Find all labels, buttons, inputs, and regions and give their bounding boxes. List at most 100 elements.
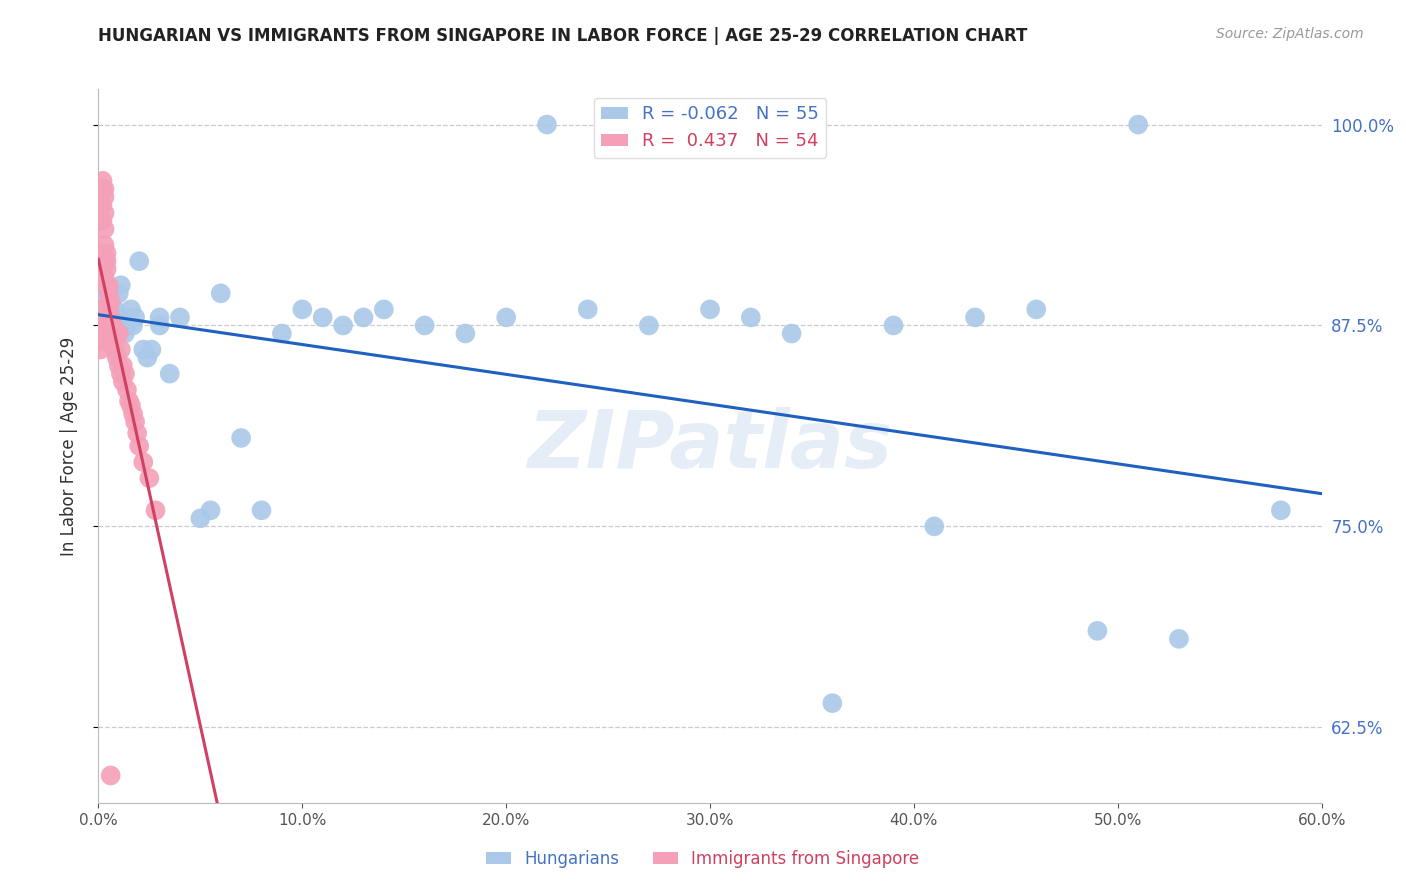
- Point: [332, 318, 354, 333]
- Point: [922, 519, 945, 533]
- Point: [91, 246, 114, 260]
- Point: [111, 375, 134, 389]
- Text: Source: ZipAtlas.com: Source: ZipAtlas.com: [1216, 27, 1364, 41]
- Point: [138, 471, 160, 485]
- Point: [120, 399, 142, 413]
- Point: [114, 367, 136, 381]
- Point: [93, 182, 115, 196]
- Point: [291, 302, 314, 317]
- Point: [100, 294, 122, 309]
- Point: [149, 310, 172, 325]
- Point: [105, 318, 128, 333]
- Point: [104, 302, 127, 317]
- Point: [89, 310, 111, 325]
- Point: [110, 343, 132, 357]
- Point: [89, 302, 111, 317]
- Point: [740, 310, 762, 325]
- Point: [312, 310, 335, 325]
- Point: [118, 310, 141, 325]
- Point: [104, 343, 127, 357]
- Point: [100, 318, 122, 333]
- Point: [127, 426, 149, 441]
- Point: [97, 286, 120, 301]
- Point: [169, 310, 191, 325]
- Point: [115, 318, 138, 333]
- Point: [132, 343, 155, 357]
- Point: [89, 334, 111, 349]
- Point: [495, 310, 517, 325]
- Point: [100, 318, 122, 333]
- Point: [97, 286, 120, 301]
- Point: [149, 318, 172, 333]
- Point: [132, 455, 155, 469]
- Point: [104, 326, 127, 341]
- Point: [124, 415, 146, 429]
- Point: [128, 439, 150, 453]
- Point: [250, 503, 273, 517]
- Point: [122, 318, 145, 333]
- Point: [93, 294, 115, 309]
- Point: [780, 326, 803, 341]
- Point: [188, 511, 212, 525]
- Point: [1025, 302, 1047, 317]
- Point: [91, 214, 114, 228]
- Point: [270, 326, 294, 341]
- Point: [638, 318, 661, 333]
- Point: [1128, 118, 1150, 132]
- Point: [96, 310, 118, 325]
- Point: [101, 326, 124, 341]
- Point: [141, 343, 163, 357]
- Point: [124, 310, 146, 325]
- Point: [111, 310, 134, 325]
- Point: [576, 302, 599, 317]
- Point: [209, 286, 232, 301]
- Point: [91, 182, 114, 196]
- Point: [454, 326, 477, 341]
- Point: [122, 407, 145, 421]
- Point: [108, 286, 131, 301]
- Point: [100, 310, 122, 325]
- Legend: R = -0.062   N = 55, R =  0.437   N = 54: R = -0.062 N = 55, R = 0.437 N = 54: [593, 98, 827, 158]
- Point: [821, 696, 844, 710]
- Point: [1209, 832, 1232, 847]
- Point: [110, 367, 132, 381]
- Point: [1270, 503, 1292, 517]
- Point: [231, 431, 253, 445]
- Point: [536, 118, 558, 132]
- Point: [883, 318, 905, 333]
- Point: [97, 278, 120, 293]
- Point: [91, 302, 114, 317]
- Point: [89, 343, 111, 357]
- Point: [101, 318, 124, 333]
- Point: [93, 206, 115, 220]
- Point: [108, 326, 131, 341]
- Point: [93, 238, 115, 252]
- Point: [200, 503, 222, 517]
- Y-axis label: In Labor Force | Age 25-29: In Labor Force | Age 25-29: [59, 336, 77, 556]
- Point: [699, 302, 721, 317]
- Point: [965, 310, 987, 325]
- Legend: Hungarians, Immigrants from Singapore: Hungarians, Immigrants from Singapore: [479, 844, 927, 875]
- Point: [145, 503, 167, 517]
- Point: [159, 367, 181, 381]
- Point: [91, 174, 114, 188]
- Point: [96, 262, 118, 277]
- Point: [96, 254, 118, 268]
- Point: [413, 318, 436, 333]
- Point: [111, 359, 134, 373]
- Point: [118, 394, 141, 409]
- Point: [1085, 624, 1108, 638]
- Point: [91, 198, 114, 212]
- Point: [110, 278, 132, 293]
- Point: [101, 334, 124, 349]
- Point: [373, 302, 395, 317]
- Text: ZIPatlas: ZIPatlas: [527, 407, 893, 485]
- Point: [89, 318, 111, 333]
- Point: [100, 768, 122, 782]
- Point: [136, 351, 159, 365]
- Point: [97, 302, 120, 317]
- Text: HUNGARIAN VS IMMIGRANTS FROM SINGAPORE IN LABOR FORCE | AGE 25-29 CORRELATION CH: HUNGARIAN VS IMMIGRANTS FROM SINGAPORE I…: [98, 27, 1028, 45]
- Point: [352, 310, 374, 325]
- Point: [93, 222, 115, 236]
- Point: [96, 278, 118, 293]
